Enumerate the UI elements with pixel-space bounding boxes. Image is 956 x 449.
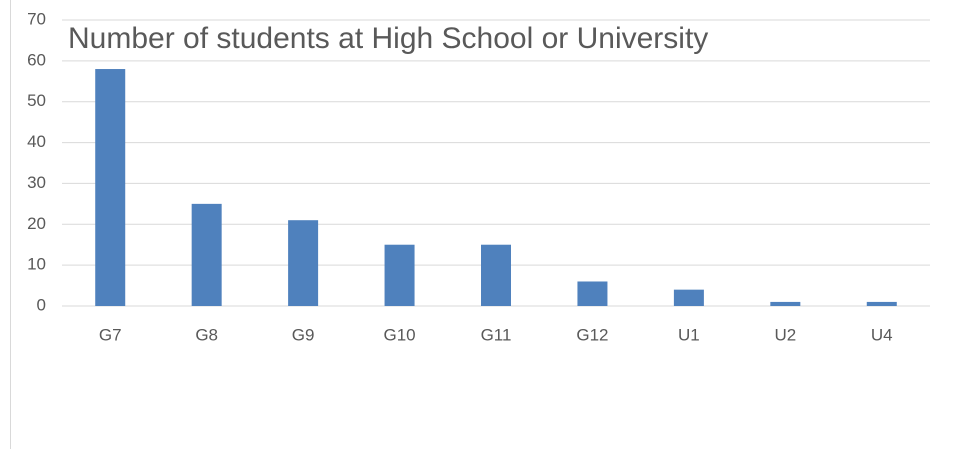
x-tick-label: G7 [99,325,122,344]
x-tick-label: G8 [195,325,218,344]
bar [95,69,126,307]
chart-title: Number of students at High School or Uni… [68,22,708,55]
x-tick-label: G12 [576,325,608,344]
bar [866,301,897,306]
y-tick-label: 20 [27,214,46,233]
bar [577,281,608,306]
x-tick-label: U4 [871,325,893,344]
bar [191,203,222,306]
bar [384,244,415,306]
bar [770,301,801,306]
bar [481,244,511,306]
y-tick-label: 50 [27,91,46,110]
x-tick-label: G11 [481,325,512,344]
x-tick-label: G10 [383,325,415,344]
y-tick-label: 40 [27,132,46,151]
x-tick-label: U1 [678,325,700,344]
y-tick-label: 10 [27,255,46,274]
marks [95,69,897,307]
y-tick-label: 70 [27,9,46,28]
x-tick-label: U2 [774,325,796,344]
bar [673,289,704,306]
bar [288,220,319,306]
y-tick-label: 30 [27,173,46,192]
y-tick-label: 60 [27,50,46,69]
y-tick-label: 0 [37,295,46,314]
x-tick-label: G9 [292,325,315,344]
